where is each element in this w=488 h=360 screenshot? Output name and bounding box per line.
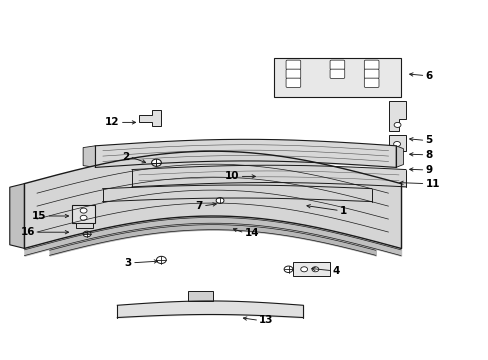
FancyBboxPatch shape <box>364 60 378 69</box>
Polygon shape <box>395 146 403 167</box>
Circle shape <box>284 266 292 273</box>
Polygon shape <box>76 223 93 228</box>
Polygon shape <box>388 135 405 151</box>
Bar <box>293 262 329 276</box>
Text: 15: 15 <box>32 211 46 221</box>
Polygon shape <box>388 101 405 131</box>
Text: 13: 13 <box>259 315 273 325</box>
Text: 3: 3 <box>124 258 132 268</box>
Polygon shape <box>10 184 24 248</box>
Text: 6: 6 <box>425 71 432 81</box>
FancyBboxPatch shape <box>329 69 344 78</box>
Circle shape <box>300 267 307 272</box>
FancyBboxPatch shape <box>364 69 378 78</box>
Circle shape <box>156 256 166 264</box>
Circle shape <box>393 141 400 147</box>
Polygon shape <box>139 110 161 126</box>
Text: 10: 10 <box>224 171 239 181</box>
Text: 8: 8 <box>425 150 432 160</box>
Circle shape <box>83 231 91 237</box>
Circle shape <box>151 159 161 166</box>
Text: 4: 4 <box>332 266 339 276</box>
FancyBboxPatch shape <box>364 78 378 87</box>
Circle shape <box>80 208 87 213</box>
Text: 7: 7 <box>195 201 203 211</box>
Circle shape <box>393 122 400 127</box>
FancyBboxPatch shape <box>329 60 344 69</box>
Text: 5: 5 <box>425 135 432 145</box>
Text: 1: 1 <box>339 206 346 216</box>
Circle shape <box>80 215 87 220</box>
Text: 12: 12 <box>105 117 120 127</box>
FancyBboxPatch shape <box>285 69 300 78</box>
Text: 11: 11 <box>425 179 439 189</box>
FancyBboxPatch shape <box>285 60 300 69</box>
Text: 16: 16 <box>20 227 35 237</box>
Polygon shape <box>72 205 95 223</box>
FancyBboxPatch shape <box>285 78 300 87</box>
Text: 9: 9 <box>425 165 432 175</box>
Text: 2: 2 <box>122 152 129 162</box>
Bar <box>188 291 212 301</box>
Circle shape <box>311 267 318 272</box>
Polygon shape <box>83 146 95 167</box>
Text: 14: 14 <box>244 228 259 238</box>
Circle shape <box>216 198 224 203</box>
Polygon shape <box>273 58 400 97</box>
